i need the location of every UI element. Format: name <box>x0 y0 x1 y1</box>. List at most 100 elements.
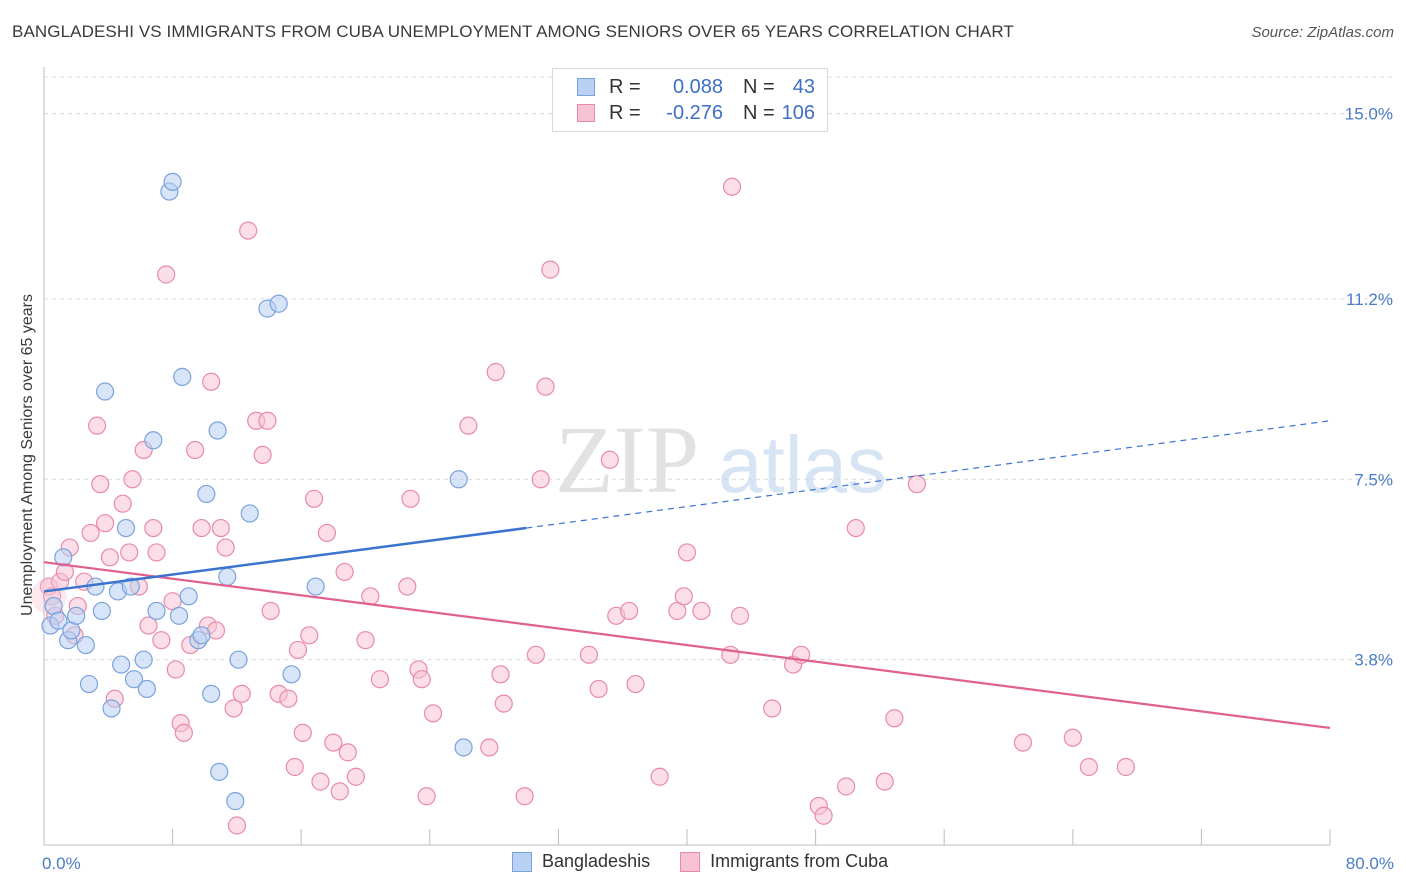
data-point <box>144 431 163 450</box>
data-point <box>846 518 865 538</box>
data-point <box>91 475 110 494</box>
legend-label-bangladeshis: Bangladeshis <box>542 851 651 871</box>
data-point <box>885 709 904 728</box>
chart-source: Source: ZipAtlas.com <box>1251 24 1394 41</box>
data-point <box>677 543 697 562</box>
data-point <box>179 587 198 606</box>
data-point <box>67 606 86 625</box>
data-point <box>95 382 115 401</box>
data-point <box>152 631 171 650</box>
data-point <box>147 543 166 562</box>
data-point <box>459 416 478 435</box>
legend-swatch-pink <box>577 104 595 122</box>
data-point <box>134 650 153 669</box>
watermark: ZIP atlas <box>555 406 887 513</box>
data-point <box>137 679 156 699</box>
data-point <box>54 548 73 567</box>
chart-title: BANGLADESHI VS IMMIGRANTS FROM CUBA UNEM… <box>12 22 1014 41</box>
data-point <box>113 494 132 513</box>
data-point <box>174 723 193 742</box>
data-point <box>216 538 235 557</box>
data-point <box>346 767 365 786</box>
data-point <box>210 762 229 781</box>
data-point <box>417 787 436 806</box>
data-point <box>600 450 619 469</box>
data-point <box>1063 728 1082 747</box>
data-point <box>163 172 182 191</box>
legend-r-label: R = <box>609 101 641 124</box>
data-point <box>139 616 158 635</box>
data-point <box>692 601 711 621</box>
data-point <box>335 562 354 582</box>
data-point <box>370 670 390 689</box>
data-point <box>674 587 693 606</box>
data-point <box>253 445 272 465</box>
x-tick-label-min: 0.0% <box>42 854 81 873</box>
y-tick-label: 11.2% <box>1346 290 1393 309</box>
data-point <box>875 772 894 791</box>
data-point <box>218 567 237 586</box>
data-point <box>197 484 216 504</box>
data-point <box>814 806 833 825</box>
data-point <box>306 577 325 596</box>
data-point <box>454 738 473 757</box>
watermark-atlas: atlas <box>718 420 887 509</box>
data-point <box>239 221 258 240</box>
data-point <box>240 504 259 523</box>
watermark-zip: ZIP <box>555 406 699 513</box>
x-tick-label-max: 80.0% <box>1346 854 1394 873</box>
legend-n-label: N = <box>743 75 775 98</box>
data-point <box>620 601 639 621</box>
legend-swatch-blue <box>577 78 595 96</box>
legend-swatch-pink <box>680 851 701 872</box>
trend-line-bangladeshis <box>43 526 527 593</box>
data-point <box>81 523 100 543</box>
data-point <box>1079 757 1098 777</box>
data-point <box>494 694 513 713</box>
data-point <box>102 699 121 718</box>
y-tick-label: 3.8% <box>1354 651 1393 670</box>
data-point <box>650 767 669 786</box>
data-point <box>480 738 499 757</box>
y-tick-label: 15.0% <box>1345 105 1393 124</box>
data-point <box>722 177 742 196</box>
data-point <box>324 733 343 752</box>
legend-item-bangladeshis: Bangladeshis <box>512 851 650 872</box>
data-point <box>907 475 926 494</box>
data-point <box>116 518 136 538</box>
data-point <box>87 416 107 435</box>
data-point <box>229 650 248 669</box>
data-point <box>304 489 324 508</box>
data-point <box>226 792 245 811</box>
legend-r-label: R = <box>609 75 641 98</box>
data-point <box>79 674 99 694</box>
y-tick-label: 7.5% <box>1354 470 1393 489</box>
data-point <box>202 684 221 703</box>
legend-item-cuba: Immigrants from Cuba <box>680 851 888 872</box>
data-point <box>261 601 280 621</box>
data-point <box>100 548 120 567</box>
blue-points <box>41 172 473 811</box>
data-point <box>579 645 599 664</box>
data-point <box>208 421 227 440</box>
data-point <box>293 723 312 742</box>
y-tick-labels: 3.8% 7.5% 11.2% 15.0% <box>1345 105 1393 670</box>
data-point <box>311 772 330 791</box>
data-point <box>76 635 95 655</box>
data-point <box>224 699 243 718</box>
data-point <box>120 543 139 562</box>
data-point <box>202 372 221 391</box>
data-point <box>269 294 288 313</box>
data-point <box>338 743 357 762</box>
data-point <box>232 684 251 703</box>
gridlines <box>44 76 1392 661</box>
correlation-legend: R = 0.088 N = 43 R = -0.276 N = 106 <box>552 68 828 132</box>
data-point <box>157 265 176 284</box>
data-point <box>258 411 277 430</box>
data-point <box>361 587 380 606</box>
data-point <box>730 606 750 625</box>
data-point <box>412 670 431 689</box>
data-point <box>398 577 417 596</box>
data-point <box>186 440 205 460</box>
data-point <box>211 518 230 538</box>
